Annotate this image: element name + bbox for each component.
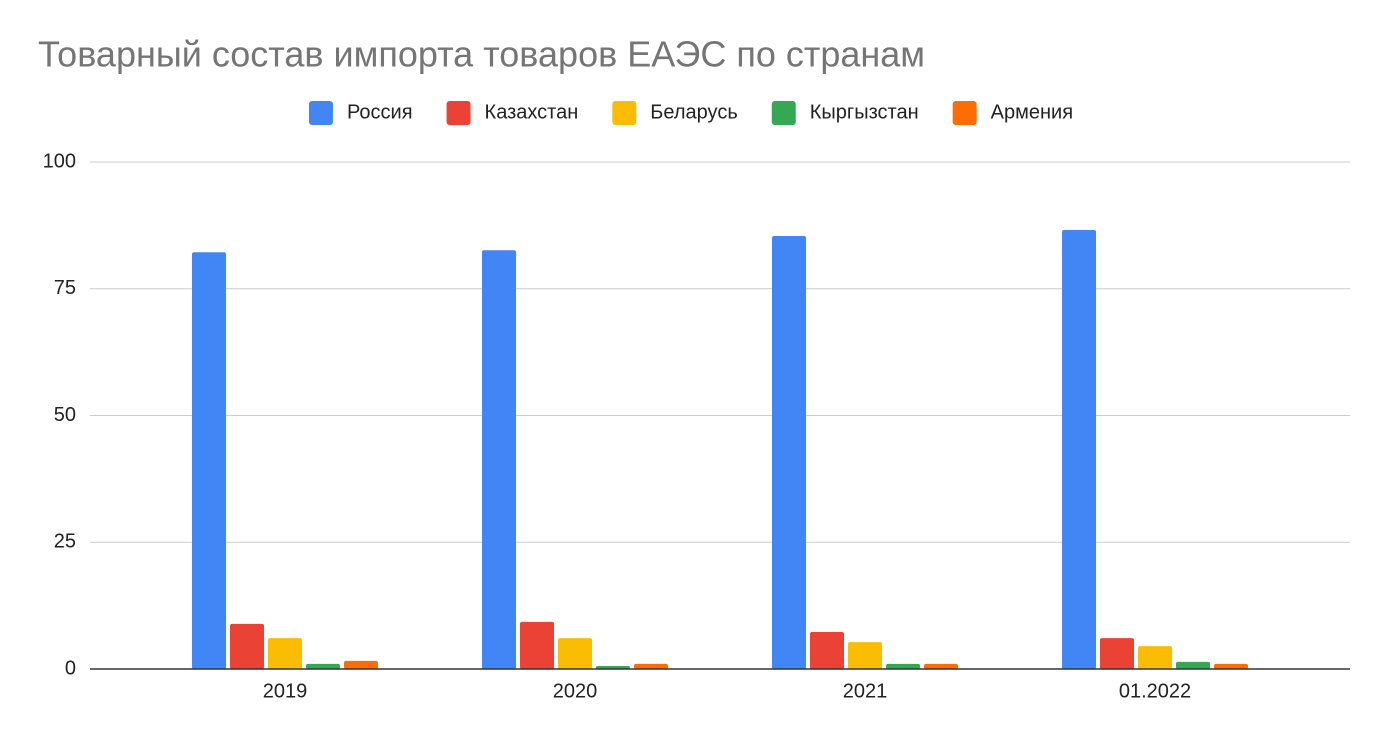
bar [1100, 638, 1134, 669]
legend-label: Кыргызстан [810, 101, 919, 123]
x-tick-label: 01.2022 [1119, 680, 1191, 702]
y-tick-label: 75 [54, 277, 76, 299]
bar [810, 631, 844, 669]
y-tick-label: 0 [65, 657, 76, 679]
bar [520, 621, 554, 669]
y-tick-label: 50 [54, 404, 76, 426]
bar [306, 663, 340, 669]
bar [1062, 229, 1096, 670]
legend-swatch [612, 101, 637, 125]
legend-label: Казахстан [485, 101, 579, 123]
x-tick-label: 2021 [843, 680, 888, 702]
bar [268, 638, 302, 669]
bar [192, 252, 226, 669]
bar [1176, 661, 1210, 669]
legend-swatch [771, 101, 796, 125]
x-tick-label: 2020 [553, 680, 598, 702]
bar [634, 663, 668, 669]
y-tick-label: 25 [54, 531, 76, 553]
y-tick-label: 100 [43, 150, 76, 172]
bar [1214, 663, 1248, 669]
legend-label: Беларусь [650, 101, 737, 123]
legend-swatch [446, 101, 471, 125]
bar [1138, 646, 1172, 669]
bar [596, 665, 630, 669]
bar [344, 660, 378, 669]
bar [924, 663, 958, 669]
legend-swatch [308, 101, 333, 125]
bar [886, 663, 920, 669]
legend-label: Россия [347, 101, 413, 123]
x-tick-label: 2019 [263, 680, 308, 702]
bar [772, 236, 806, 669]
bar [558, 638, 592, 669]
bar [482, 250, 516, 669]
bar [848, 642, 882, 669]
legend-label: Армения [991, 101, 1073, 123]
bar [230, 623, 264, 669]
legend-swatch [952, 101, 977, 125]
chart-title: Товарный состав импорта товаров ЕАЭС по … [38, 34, 925, 75]
